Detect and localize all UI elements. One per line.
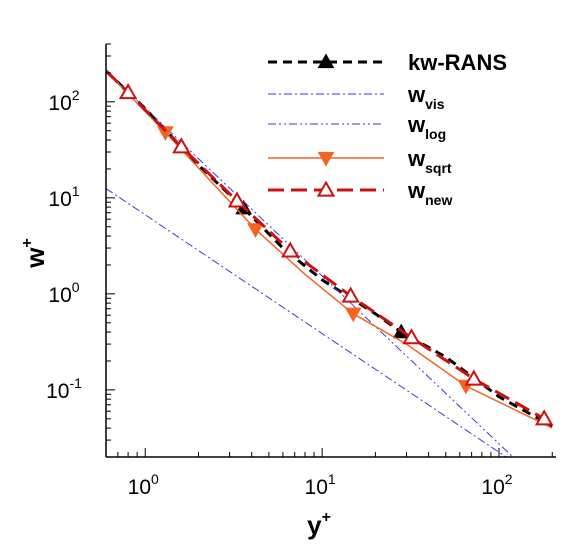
series-kw-rans xyxy=(106,69,554,428)
legend-label: wnew xyxy=(407,178,452,208)
x-tick-label: 100 xyxy=(128,471,159,499)
series-line-w-new xyxy=(106,69,554,426)
data-point-w-new xyxy=(341,286,360,303)
axes-layer: 100 101 102 10-1 100 101 102 y+ w+ xyxy=(19,43,556,540)
legend-swatch-marker xyxy=(317,151,335,167)
y-tick-label: 101 xyxy=(48,183,79,211)
data-point-w-sqrt xyxy=(344,307,362,323)
series-w-log xyxy=(106,70,514,457)
legend-label: wlog xyxy=(407,112,446,142)
legend-entry-w-log: wlog xyxy=(268,112,446,142)
data-point-w-new xyxy=(227,191,247,208)
x-tick-label: 101 xyxy=(305,471,336,499)
series-w-new xyxy=(106,69,554,426)
series-line-kw-rans xyxy=(106,69,554,428)
data-point-w-sqrt xyxy=(247,223,264,238)
legend-label: wvis xyxy=(407,82,445,112)
data-point-w-new xyxy=(464,369,483,386)
x-tick-label: 102 xyxy=(481,471,512,499)
y-axis-title: w+ xyxy=(19,238,50,269)
series-line-w-log xyxy=(106,70,514,457)
legend-entry-w-vis: wvis xyxy=(268,82,445,112)
series-line-w-vis xyxy=(106,188,508,457)
data-point-w-new xyxy=(280,241,300,258)
legend-swatch-marker xyxy=(316,180,336,197)
data-point-w-sqrt xyxy=(157,126,174,141)
series-w-vis xyxy=(106,188,508,457)
legend-swatch-marker xyxy=(317,53,335,69)
x-axis-title: y+ xyxy=(307,509,331,540)
y-tick-label: 100 xyxy=(48,279,79,307)
series-w-sqrt xyxy=(106,70,553,429)
y-tick-label: 102 xyxy=(48,87,79,115)
legend-label: kw-RANS xyxy=(408,50,507,75)
data-point-w-new xyxy=(402,328,421,345)
legend-entry-w-sqrt: wsqrt xyxy=(268,146,452,176)
data-point-w-new xyxy=(118,82,138,100)
data-point-w-new xyxy=(534,409,554,426)
legend-entry-kw-rans: kw-RANS xyxy=(268,50,507,75)
legend-entry-w-new: wnew xyxy=(268,178,452,208)
y-tick-label: 10-1 xyxy=(46,375,82,403)
data-point-w-new xyxy=(172,137,191,154)
series-line-w-sqrt xyxy=(106,70,553,429)
series-layer xyxy=(106,69,554,457)
legend-label: wsqrt xyxy=(407,146,452,176)
